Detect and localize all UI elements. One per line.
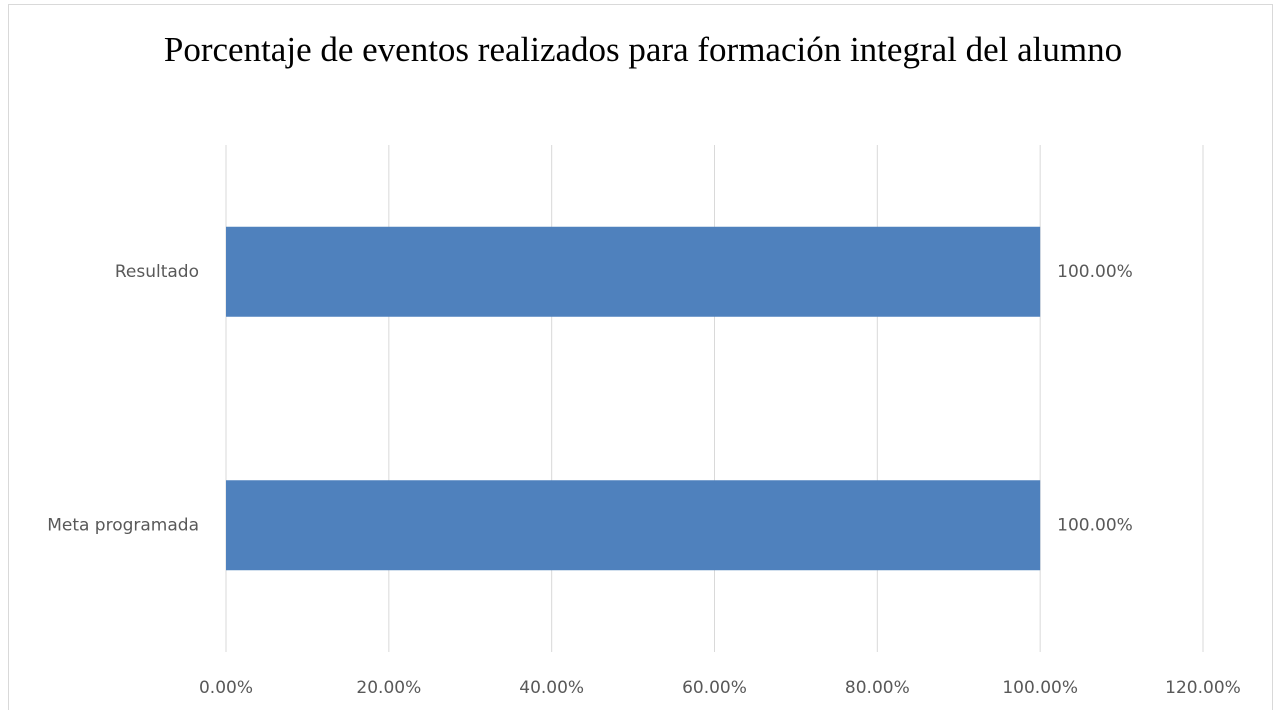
x-tick-label: 100.00% (1002, 678, 1078, 698)
chart-border (8, 4, 1273, 710)
chart-title: Porcentaje de eventos realizados para fo… (163, 30, 1123, 69)
x-tick-label: 20.00% (356, 678, 421, 698)
bar (226, 480, 1041, 571)
y-tick-label: Resultado (115, 262, 199, 282)
x-tick-label: 120.00% (1165, 678, 1241, 698)
x-tick-label: 80.00% (845, 678, 910, 698)
data-label: 100.00% (1057, 262, 1133, 282)
bar (226, 226, 1041, 317)
x-tick-label: 40.00% (519, 678, 584, 698)
x-tick-label: 60.00% (682, 678, 747, 698)
data-label: 100.00% (1057, 515, 1133, 535)
y-tick-label: Meta programada (47, 515, 199, 535)
x-tick-label: 0.00% (199, 678, 253, 698)
